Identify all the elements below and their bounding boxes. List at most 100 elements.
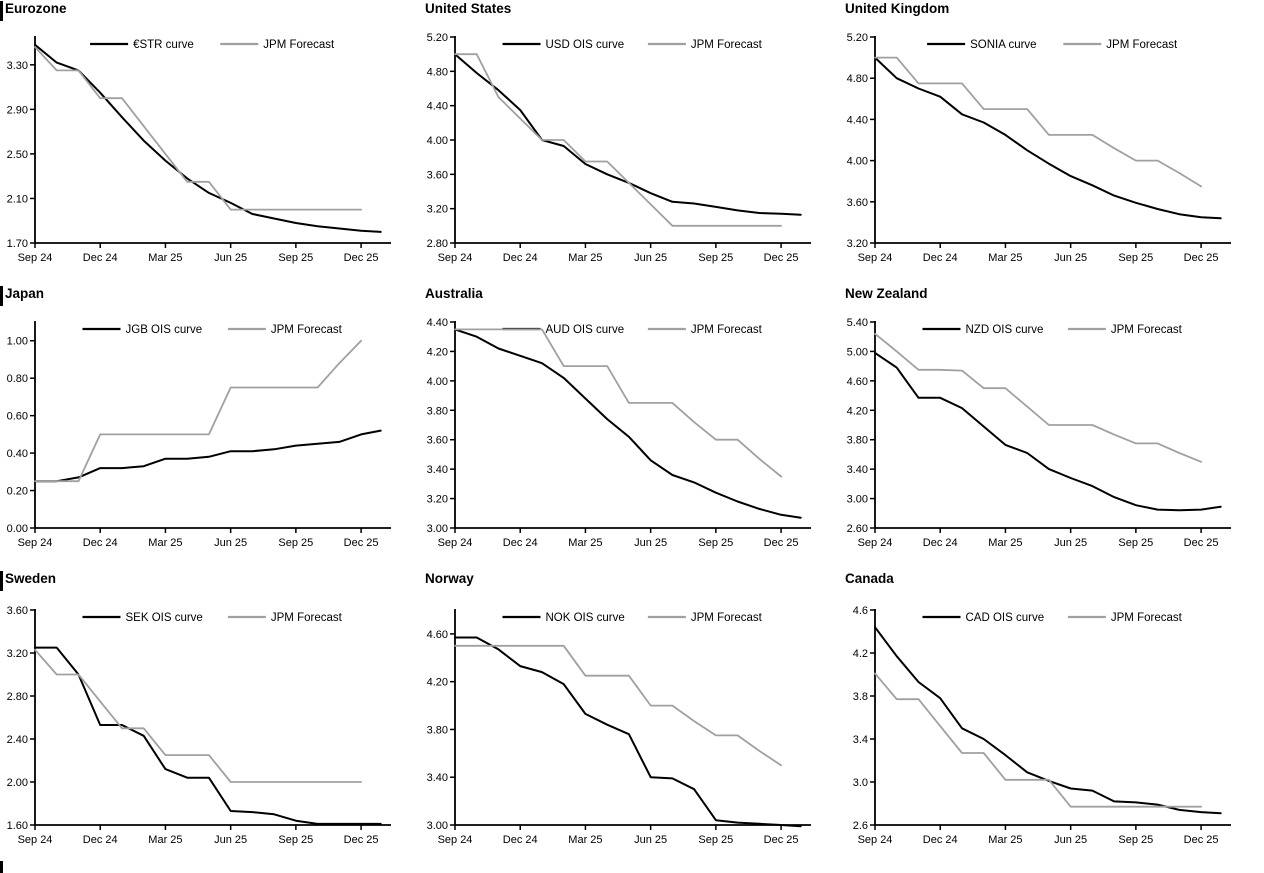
section-marker: [0, 286, 3, 306]
section-marker: [0, 1, 3, 21]
y-tick-label: 2.00: [7, 777, 28, 789]
legend-label: JPM Forecast: [271, 612, 343, 624]
y-tick-label: 3.20: [7, 648, 28, 660]
x-tick-label: Dec 25: [1184, 252, 1219, 264]
x-tick-label: Dec 25: [344, 834, 379, 846]
legend-label: JPM Forecast: [263, 39, 335, 51]
legend-label: SEK OIS curve: [126, 612, 203, 624]
x-tick-label: Dec 24: [83, 252, 118, 264]
legend-label: JPM Forecast: [691, 39, 763, 51]
y-tick-label: 0.40: [7, 448, 28, 460]
y-tick-label: 3.30: [7, 60, 28, 72]
x-tick-label: Sep 25: [278, 537, 313, 549]
chart-united-kingdom: United Kingdom 3.20 3.60 4.00 4.40 4.80 5.20 S…: [840, 0, 1264, 285]
chart-canvas-eurozone: 1.70 2.10 2.50 2.90 3.30 Sep 24 Dec 24 Mar 25 Ju…: [7, 36, 391, 264]
chart-eurozone: Eurozone 1.70 2.10 2.50 2.90 3.30 Sep 24 Dec 2…: [0, 0, 420, 285]
market-curve-line: [874, 351, 1222, 512]
x-tick-label: Mar 25: [148, 834, 182, 846]
chart-title: Norway: [425, 571, 474, 586]
x-tick-label: Dec 25: [1184, 834, 1219, 846]
x-tick-label: Jun 25: [634, 252, 667, 264]
x-tick-label: Dec 24: [503, 537, 538, 549]
chart-title: New Zealand: [845, 286, 928, 301]
chart-canvas-united-states: 2.80 3.20 3.60 4.00 4.40 4.80 5.20 Sep 24 Dec 24…: [427, 32, 811, 264]
chart-title: Japan: [5, 286, 45, 301]
y-tick-label: 5.00: [847, 346, 868, 358]
y-tick-label: 2.90: [7, 104, 28, 116]
y-tick-label: 0.00: [7, 523, 28, 535]
chart-united-states: United States 2.80 3.20 3.60 4.00 4.40 4.80 5.…: [420, 0, 840, 285]
y-tick-label: 2.50: [7, 149, 28, 161]
x-tick-label: Mar 25: [988, 537, 1022, 549]
x-tick-label: Sep 24: [438, 537, 473, 549]
y-tick-label: 2.60: [847, 523, 868, 535]
forecast-line: [454, 328, 783, 478]
x-tick-label: Dec 25: [344, 252, 379, 264]
market-curve-line: [34, 646, 382, 825]
x-tick-label: Sep 24: [858, 537, 893, 549]
y-tick-label: 3.20: [427, 204, 448, 216]
y-tick-label: 0.60: [7, 411, 28, 423]
y-tick-label: 4.00: [847, 156, 868, 168]
y-tick-label: 4.60: [427, 629, 448, 641]
y-tick-label: 4.20: [427, 346, 448, 358]
chart-title: Sweden: [5, 571, 57, 586]
x-tick-label: Mar 25: [568, 252, 602, 264]
x-tick-label: Dec 25: [764, 537, 799, 549]
chart-canvas-norway: 3.00 3.40 3.80 4.20 4.60 Sep 24 Dec 24 Mar 25 Ju…: [427, 609, 811, 846]
y-tick-label: 2.80: [427, 238, 448, 250]
chart-canvas-united-kingdom: 3.20 3.60 4.00 4.40 4.80 5.20 Sep 24 Dec 24 Mar …: [847, 32, 1231, 264]
y-tick-label: 1.00: [7, 336, 28, 348]
y-tick-label: 3.4: [853, 734, 868, 746]
y-tick-label: 4.80: [847, 73, 868, 85]
x-tick-label: Sep 25: [698, 834, 733, 846]
x-tick-label: Sep 24: [18, 252, 53, 264]
y-tick-label: 2.6: [853, 820, 868, 832]
market-curve-line: [454, 53, 802, 216]
forecast-line: [874, 56, 1203, 188]
x-tick-label: Dec 24: [503, 252, 538, 264]
x-tick-label: Sep 25: [278, 252, 313, 264]
y-tick-label: 3.60: [427, 169, 448, 181]
x-tick-label: Sep 24: [18, 834, 53, 846]
legend-label: JPM Forecast: [1111, 612, 1183, 624]
y-tick-label: 4.60: [847, 376, 868, 388]
market-curve-line: [874, 626, 1222, 815]
x-tick-label: Sep 24: [438, 252, 473, 264]
y-tick-label: 3.40: [427, 772, 448, 784]
legend-label: JPM Forecast: [1106, 39, 1178, 51]
x-tick-label: Dec 24: [923, 834, 958, 846]
y-tick-label: 3.00: [847, 494, 868, 506]
forecast-line: [34, 648, 363, 783]
legend-label: AUD OIS curve: [546, 324, 625, 336]
market-curve-line: [34, 43, 382, 233]
chart-title: United States: [425, 1, 512, 16]
chart-canvas-canada: 2.6 3.0 3.4 3.8 4.2 4.6 Sep 24 Dec 24 Mar 25 Jun …: [853, 605, 1231, 846]
x-tick-label: Sep 24: [858, 834, 893, 846]
x-tick-label: Jun 25: [634, 834, 667, 846]
y-tick-label: 2.40: [7, 734, 28, 746]
market-curve-line: [454, 328, 802, 519]
chart-canvas-australia: 3.00 3.20 3.40 3.60 3.80 4.00 4.20 4.40 Sep 24 De…: [427, 317, 811, 549]
x-tick-label: Sep 25: [698, 537, 733, 549]
chart-canada: Canada 2.6 3.0 3.4 3.8 4.2 4.6 Sep 24 Dec 24 Mar…: [840, 570, 1264, 873]
y-tick-label: 3.20: [427, 494, 448, 506]
legend-label: JPM Forecast: [1111, 324, 1183, 336]
x-tick-label: Dec 24: [923, 537, 958, 549]
x-tick-label: Sep 25: [698, 252, 733, 264]
x-tick-label: Jun 25: [1054, 537, 1087, 549]
x-tick-label: Mar 25: [568, 834, 602, 846]
x-tick-label: Sep 24: [858, 252, 893, 264]
y-tick-label: 0.80: [7, 373, 28, 385]
x-tick-label: Mar 25: [988, 252, 1022, 264]
y-tick-label: 2.80: [7, 691, 28, 703]
x-tick-label: Dec 24: [83, 834, 118, 846]
chart-title: United Kingdom: [845, 1, 950, 16]
forecast-line: [874, 332, 1203, 463]
chart-canvas-new-zealand: 2.60 3.00 3.40 3.80 4.20 4.60 5.00 5.40 Sep 24 De…: [847, 317, 1231, 549]
y-tick-label: 4.00: [427, 376, 448, 388]
x-tick-label: Jun 25: [214, 537, 247, 549]
y-tick-label: 4.40: [427, 317, 448, 329]
y-tick-label: 5.20: [427, 32, 448, 44]
